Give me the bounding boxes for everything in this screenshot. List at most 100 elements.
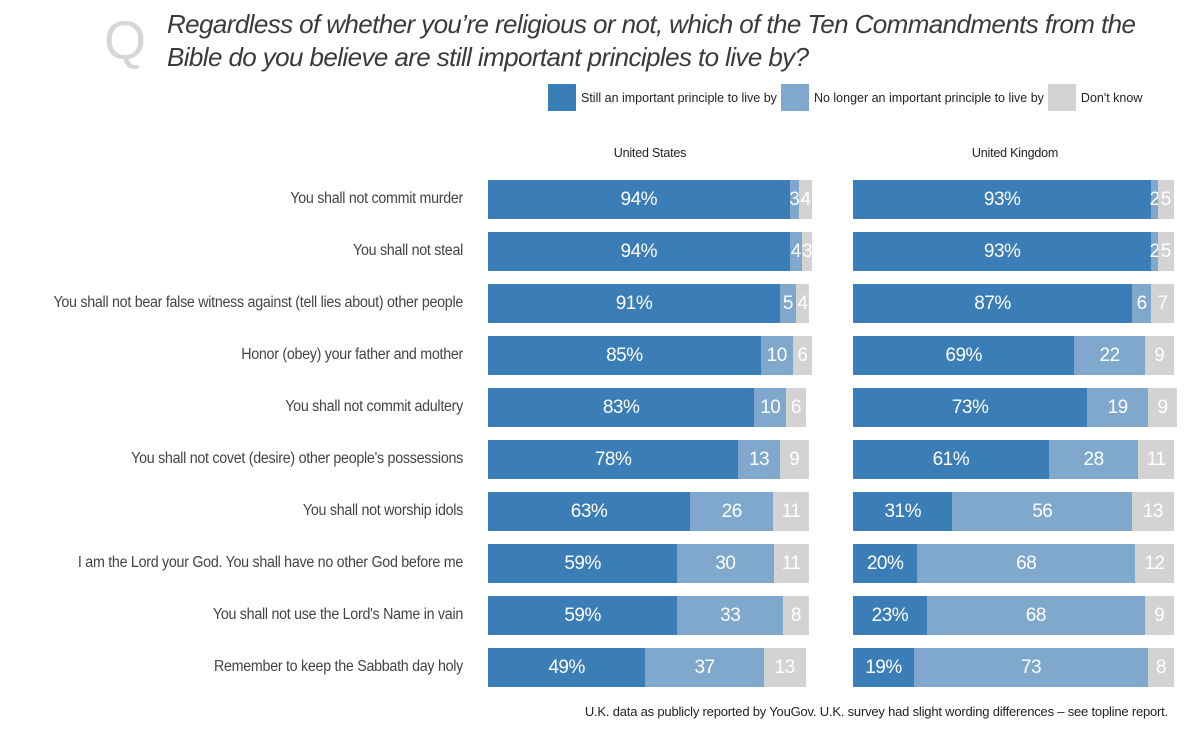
- data-label: 9: [1154, 604, 1165, 626]
- bar-segment-still: 61%: [853, 440, 1049, 479]
- panel-header-us: United States: [613, 146, 687, 160]
- bar-row-uk: 69% 22 9: [853, 336, 1177, 375]
- bar-row-us: 94% 3 4: [488, 180, 812, 219]
- data-label: 49%: [548, 656, 585, 678]
- data-label: 11: [1146, 448, 1166, 470]
- bar-segment-still: 23%: [853, 596, 927, 635]
- data-label: 23%: [871, 604, 909, 626]
- data-label: 13: [748, 448, 770, 470]
- data-label: 59%: [564, 552, 601, 574]
- legend: Still an important principle to live by …: [548, 84, 1146, 111]
- data-label: 78%: [594, 448, 632, 470]
- bar-row-us: 83% 10 6: [488, 388, 812, 427]
- bar-segment-no-longer: 6: [1132, 284, 1152, 323]
- data-label: 6: [1136, 292, 1148, 314]
- bar-row-uk: 19% 73 8: [853, 648, 1177, 687]
- bar-segment-no-longer: 4: [789, 232, 803, 271]
- bar-segment-no-longer: 33: [677, 596, 784, 635]
- legend-label-no-longer: No longer an important principle to live…: [813, 90, 1044, 105]
- row-label: I am the Lord your God. You shall have n…: [77, 554, 464, 571]
- bar-segment-no-longer: 5: [779, 284, 796, 323]
- bar-segment-still: 19%: [853, 648, 914, 687]
- row-label: You shall not use the Lord's Name in vai…: [212, 606, 463, 623]
- bar-segment-dont-know: 13: [763, 648, 806, 687]
- row-label: Remember to keep the Sabbath day holy: [213, 658, 463, 675]
- data-label: 11: [781, 500, 801, 522]
- data-label: 28: [1083, 448, 1105, 470]
- data-label: 9: [1154, 344, 1165, 366]
- bar-segment-dont-know: 11: [773, 492, 809, 531]
- data-label: 5: [1160, 240, 1172, 262]
- data-label: 94%: [620, 188, 658, 210]
- data-label: 12: [1144, 552, 1165, 574]
- bar-segment-still: 94%: [488, 180, 790, 219]
- row-label: You shall not bear false witness against…: [53, 294, 464, 311]
- data-label: 61%: [932, 448, 970, 470]
- bar-segment-no-longer: 19: [1087, 388, 1149, 427]
- data-label: 4: [790, 240, 802, 262]
- bar-segment-no-longer: 68: [917, 544, 1136, 583]
- row-label: You shall not commit adultery: [285, 398, 463, 415]
- bar-segment-no-longer: 37: [645, 648, 764, 687]
- bar-segment-dont-know: 9: [1144, 596, 1174, 635]
- bar-segment-no-longer: 68: [926, 596, 1145, 635]
- row-label: You shall not worship idols: [302, 502, 463, 519]
- data-label: 91%: [615, 292, 653, 314]
- data-label: 2: [1149, 240, 1161, 262]
- legend-label-dont-know: Don't know: [1080, 90, 1143, 105]
- bar-row-uk: 87% 6 7: [853, 284, 1177, 323]
- bar-row-uk: 20% 68 12: [853, 544, 1177, 583]
- bar-row-uk: 61% 28 11: [853, 440, 1177, 479]
- bar-segment-still: 20%: [853, 544, 918, 583]
- data-label: 73: [1020, 656, 1042, 678]
- bar-segment-still: 94%: [488, 232, 790, 271]
- legend-item-still: Still an important principle to live by: [548, 84, 777, 111]
- bar-segment-still: 91%: [488, 284, 780, 323]
- bar-segment-dont-know: 12: [1135, 544, 1174, 583]
- bar-segment-dont-know: 5: [1157, 180, 1174, 219]
- data-label: 19: [1107, 396, 1129, 418]
- bar-row-us: 63% 26 11: [488, 492, 812, 531]
- bar-segment-dont-know: 13: [1132, 492, 1174, 531]
- bar-segment-no-longer: 2: [1149, 180, 1161, 219]
- bar-segment-no-longer: 2: [1149, 232, 1161, 271]
- bar-segment-no-longer: 26: [690, 492, 774, 531]
- bar-segment-still: 69%: [853, 336, 1075, 375]
- legend-label-still: Still an important principle to live by: [581, 90, 777, 105]
- page-title: Regardless of whether you’re religious o…: [167, 9, 1136, 72]
- bar-segment-dont-know: 5: [1157, 232, 1174, 271]
- row-label: You shall not covet (desire) other peopl…: [131, 450, 463, 467]
- bar-segment-no-longer: 30: [677, 544, 774, 583]
- bar-row-uk: 31% 56 13: [853, 492, 1177, 531]
- data-label: 2: [1149, 188, 1161, 210]
- data-label: 94%: [620, 240, 658, 262]
- bar-segment-dont-know: 11: [1138, 440, 1174, 479]
- data-label: 22: [1099, 344, 1121, 366]
- data-label: 13: [774, 656, 796, 678]
- data-label: 31%: [884, 500, 921, 522]
- data-label: 8: [1155, 656, 1167, 678]
- bar-segment-still: 85%: [488, 336, 761, 375]
- data-label: 68: [1016, 552, 1037, 574]
- legend-swatch-still: [548, 84, 576, 111]
- bar-segment-still: 63%: [488, 492, 691, 531]
- legend-swatch-no-longer: [780, 84, 809, 111]
- bar-segment-still: 59%: [488, 596, 678, 635]
- data-label: 69%: [945, 344, 982, 366]
- data-label: 73%: [951, 396, 989, 418]
- data-label: 10: [760, 396, 781, 418]
- bar-segment-still: 59%: [488, 544, 678, 583]
- data-label: 10: [766, 344, 788, 366]
- bar-segment-no-longer: 10: [760, 336, 793, 375]
- data-label: 56: [1032, 500, 1053, 522]
- bar-row-uk: 93% 2 5: [853, 232, 1177, 271]
- bar-segment-no-longer: 3: [789, 180, 800, 219]
- data-label: 20%: [866, 552, 904, 574]
- bar-segment-dont-know: 9: [779, 440, 809, 479]
- bar-segment-no-longer: 13: [738, 440, 780, 479]
- bar-segment-dont-know: 11: [773, 544, 809, 583]
- bar-row-us: 78% 13 9: [488, 440, 812, 479]
- bar-row-uk: 23% 68 9: [853, 596, 1177, 635]
- bar-segment-dont-know: 4: [795, 284, 809, 323]
- bar-segment-dont-know: 8: [783, 596, 809, 635]
